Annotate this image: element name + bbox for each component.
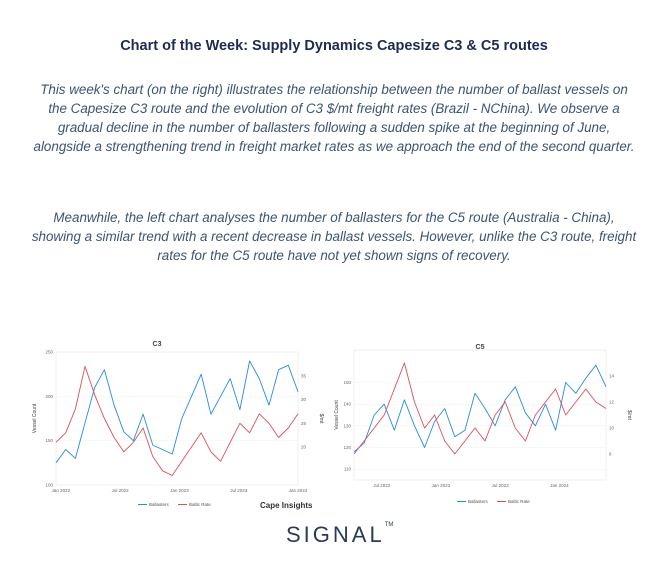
ballasters-series-line: [353, 364, 607, 453]
c3-chart: C3 Vessel Count $/mt 100 150 200 250 20 25 30 35 Ja…: [32, 341, 324, 507]
x-tick-label: Jul 2023: [492, 483, 510, 488]
y-tick-label: 130: [343, 423, 351, 428]
second-paragraph: Meanwhile, the left chart analyses the n…: [31, 210, 637, 263]
x-tick-label: Jul 2022: [373, 483, 391, 488]
x-tick-label: Jan 2023: [170, 488, 189, 493]
intro-paragraph: This week's chart (on the right) illustr…: [33, 82, 635, 154]
y-axis-label: Vessel Count: [32, 403, 38, 433]
y-tick-label: 150: [45, 438, 53, 443]
y-tick-label: 200: [45, 394, 53, 399]
y2-tick-label: 8: [609, 452, 612, 457]
y2-axis-label: $/mt: [318, 414, 324, 424]
x-tick-label: Jan 2024: [289, 488, 308, 493]
y-tick-label: 150: [343, 380, 351, 385]
y2-tick-label: 25: [301, 421, 307, 426]
y-tick-label: 250: [45, 350, 53, 355]
legend-label: Ballasters: [149, 502, 170, 507]
y-tick-label: 100: [45, 483, 53, 488]
legend-label: Baltic Rate: [189, 502, 211, 507]
x-tick-label: Jul 2022: [112, 488, 130, 493]
chart-title: C3: [153, 341, 162, 348]
y-axis-label: Vessel Count: [334, 400, 340, 430]
y-tick-label: 120: [343, 445, 351, 450]
rate-series-line: [353, 362, 607, 455]
y2-tick-label: 14: [609, 374, 615, 379]
plot-frame: [55, 351, 299, 486]
ballasters-series-line: [55, 360, 299, 464]
legend-label: Baltic Rate: [508, 499, 530, 504]
source-label: Cape Insights: [260, 501, 313, 510]
y2-tick-label: 12: [609, 400, 615, 405]
x-tick-label: Jan 2024: [550, 483, 569, 488]
y-tick-label: 110: [344, 467, 352, 472]
plot-frame: [353, 349, 607, 481]
x-tick-label: Jan 2023: [432, 483, 451, 488]
signal-logo: SIGNALTM: [286, 522, 393, 548]
y2-axis-label: $/mt: [626, 410, 632, 420]
logo-mark: TM: [384, 522, 394, 528]
x-tick-label: Jan 2022: [52, 488, 71, 493]
legend-label: Ballasters: [468, 499, 489, 504]
y2-tick-label: 30: [301, 397, 307, 402]
c5-chart: C5 Vessel Count $/mt 110 120 130 140 150 8 10 12 14…: [334, 344, 632, 504]
y-tick-label: 140: [343, 402, 351, 407]
y2-tick-label: 20: [301, 445, 307, 450]
logo-text: SIGNAL: [286, 522, 385, 547]
rate-series-line: [55, 365, 299, 476]
y2-tick-label: 35: [301, 373, 307, 378]
x-tick-label: Jul 2023: [230, 488, 248, 493]
y2-tick-label: 10: [609, 426, 615, 431]
chart-title: C5: [476, 344, 485, 351]
page-title: Chart of the Week: Supply Dynamics Capes…: [120, 38, 548, 54]
